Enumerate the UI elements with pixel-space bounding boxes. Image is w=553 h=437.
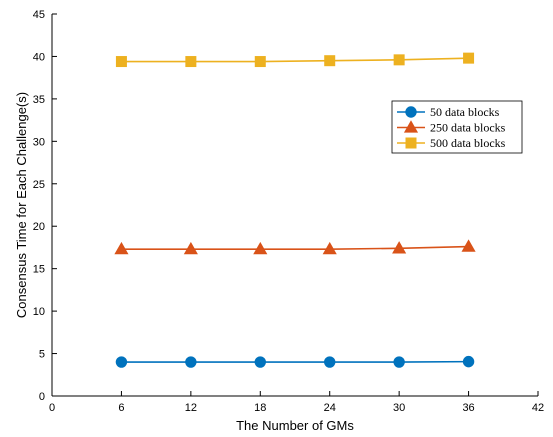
- y-tick-label: 5: [39, 349, 45, 361]
- x-tick-label: 24: [324, 402, 336, 414]
- series-line: [121, 57, 469, 63]
- y-tick-label: 10: [33, 306, 45, 318]
- x-tick-label: 18: [254, 402, 266, 414]
- data-point: [392, 241, 407, 254]
- x-tick-label: 36: [462, 402, 474, 414]
- x-tick-label: 6: [118, 402, 124, 414]
- data-point: [115, 56, 127, 68]
- data-point: [114, 241, 129, 255]
- data-point: [253, 241, 268, 255]
- series-1: [115, 355, 475, 368]
- data-point: [322, 241, 337, 255]
- x-tick-label: 0: [49, 402, 55, 414]
- legend-label: 500 data blocks: [430, 136, 506, 150]
- data-point: [254, 56, 266, 68]
- data-point: [324, 356, 336, 368]
- series-2: [114, 239, 476, 255]
- data-point: [393, 54, 405, 66]
- legend-marker: [405, 137, 417, 149]
- data-point: [463, 52, 475, 64]
- data-point: [183, 241, 198, 255]
- legend-label: 50 data blocks: [430, 105, 500, 119]
- x-tick-label: 12: [185, 402, 197, 414]
- data-point: [254, 356, 266, 368]
- legend-marker: [405, 106, 417, 118]
- y-tick-label: 40: [33, 51, 45, 63]
- data-point: [324, 55, 336, 67]
- y-tick-label: 25: [33, 179, 45, 191]
- y-tick-label: 35: [33, 94, 45, 106]
- data-point: [185, 356, 197, 368]
- series-layer: [114, 52, 476, 368]
- axes: 0 6 12 18 24 30 36 42 0 5 10 15 20 25 30 35 40 45: [33, 9, 544, 414]
- y-tick-label: 30: [33, 136, 45, 148]
- y-tick-label: 45: [33, 9, 45, 21]
- x-tick-label: 30: [393, 402, 405, 414]
- y-tick-label: 15: [33, 264, 45, 276]
- y-axis-label: Consensus Time for Each Challenge(s): [14, 92, 29, 318]
- y-tick-label: 20: [33, 221, 45, 233]
- data-point: [461, 239, 476, 252]
- data-point: [185, 56, 197, 68]
- data-point: [115, 356, 128, 368]
- series-line: [121, 245, 469, 250]
- series-3: [115, 52, 475, 68]
- legend-marker: [403, 120, 419, 133]
- legend-label: 250 data blocks: [430, 121, 506, 135]
- data-point: [393, 356, 405, 368]
- data-point: [462, 355, 475, 368]
- y-tick-label: 0: [39, 391, 45, 403]
- x-axis-label: The Number of GMs: [236, 418, 354, 433]
- x-tick-label: 42: [532, 402, 544, 414]
